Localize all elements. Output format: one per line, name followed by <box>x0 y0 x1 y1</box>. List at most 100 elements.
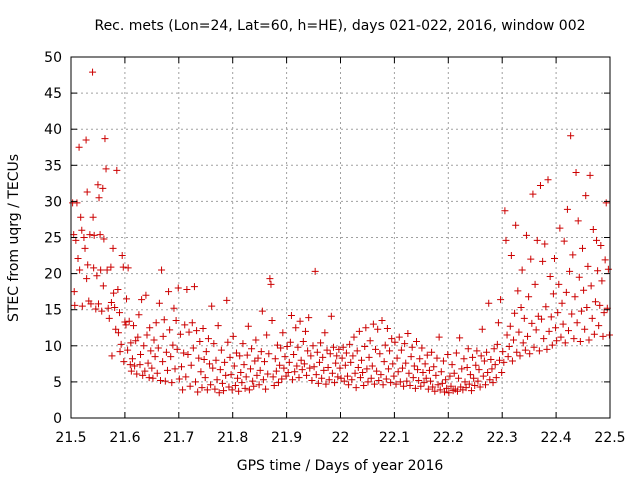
data-point <box>576 337 584 345</box>
data-point <box>505 343 513 351</box>
data-point <box>127 367 135 375</box>
data-point <box>514 287 522 295</box>
data-point <box>147 347 155 355</box>
plot-frame <box>70 56 611 419</box>
data-point <box>594 267 602 275</box>
data-point <box>109 244 117 252</box>
data-point <box>251 357 259 365</box>
data-point <box>339 343 347 351</box>
data-point <box>359 369 367 377</box>
data-point <box>117 340 125 348</box>
data-point <box>374 325 382 333</box>
data-point <box>336 364 344 372</box>
data-point <box>240 361 248 369</box>
data-point <box>456 334 464 342</box>
data-point <box>282 372 290 380</box>
data-point <box>225 383 233 391</box>
data-point <box>92 305 100 313</box>
y-tick-label: 5 <box>53 375 62 391</box>
data-point <box>287 311 295 319</box>
data-point <box>361 343 369 351</box>
data-point <box>393 354 401 362</box>
data-point <box>387 379 395 387</box>
data-point <box>259 376 267 384</box>
data-point <box>397 346 405 354</box>
data-point <box>460 355 468 363</box>
data-point <box>489 379 497 387</box>
data-point <box>181 321 189 329</box>
data-point <box>297 356 305 364</box>
data-point <box>291 368 299 376</box>
data-point <box>367 374 375 382</box>
data-point <box>364 378 372 386</box>
data-point <box>105 314 113 322</box>
data-point <box>491 361 499 369</box>
data-point <box>78 226 86 234</box>
data-point <box>528 319 536 327</box>
data-point <box>137 350 145 358</box>
data-point <box>167 353 175 361</box>
data-point <box>97 266 105 274</box>
data-point <box>544 176 552 184</box>
data-point <box>86 231 94 239</box>
data-point <box>415 376 423 384</box>
data-point <box>72 236 80 244</box>
data-point <box>541 240 549 248</box>
data-point <box>552 324 560 332</box>
data-point <box>486 376 494 384</box>
data-point <box>396 378 404 386</box>
data-point <box>133 370 141 378</box>
data-point <box>494 319 502 327</box>
data-point <box>267 280 275 288</box>
data-point <box>348 376 356 384</box>
data-point <box>527 255 535 263</box>
data-point <box>580 286 588 294</box>
data-point <box>200 356 208 364</box>
data-point <box>453 387 461 395</box>
data-point <box>134 333 142 341</box>
y-tick-label: 45 <box>44 86 62 102</box>
data-point <box>471 382 479 390</box>
data-point <box>268 317 276 325</box>
data-point <box>101 135 109 143</box>
data-point <box>347 358 355 366</box>
data-point <box>303 371 311 379</box>
data-point <box>342 349 350 357</box>
data-point <box>248 345 256 353</box>
data-point <box>198 384 206 392</box>
data-point <box>605 331 613 339</box>
data-point <box>346 340 354 348</box>
data-point <box>306 364 314 372</box>
data-point <box>289 376 297 384</box>
data-point <box>238 379 246 387</box>
data-point <box>71 301 79 309</box>
data-point <box>308 376 316 384</box>
data-point <box>261 358 269 366</box>
data-point <box>548 341 556 349</box>
data-point <box>310 363 318 371</box>
data-point <box>410 362 418 370</box>
data-point <box>307 352 315 360</box>
data-point <box>180 349 188 357</box>
data-point <box>81 244 89 252</box>
data-point <box>214 322 222 330</box>
data-point <box>156 376 164 384</box>
x-tick-label: 21.7 <box>163 430 194 446</box>
data-point <box>211 385 219 393</box>
data-point <box>375 376 383 384</box>
data-point <box>98 307 106 315</box>
data-point <box>573 319 581 327</box>
data-point <box>309 342 317 350</box>
data-point <box>187 361 195 369</box>
data-point <box>496 356 504 364</box>
data-point <box>434 381 442 389</box>
data-point <box>582 192 590 200</box>
x-tick-label: 21.9 <box>271 430 302 446</box>
data-point <box>568 310 576 318</box>
data-point <box>559 320 567 328</box>
data-point <box>587 282 595 290</box>
data-point <box>591 298 599 306</box>
data-point <box>556 224 564 232</box>
data-point <box>153 369 161 377</box>
data-point <box>562 288 570 296</box>
